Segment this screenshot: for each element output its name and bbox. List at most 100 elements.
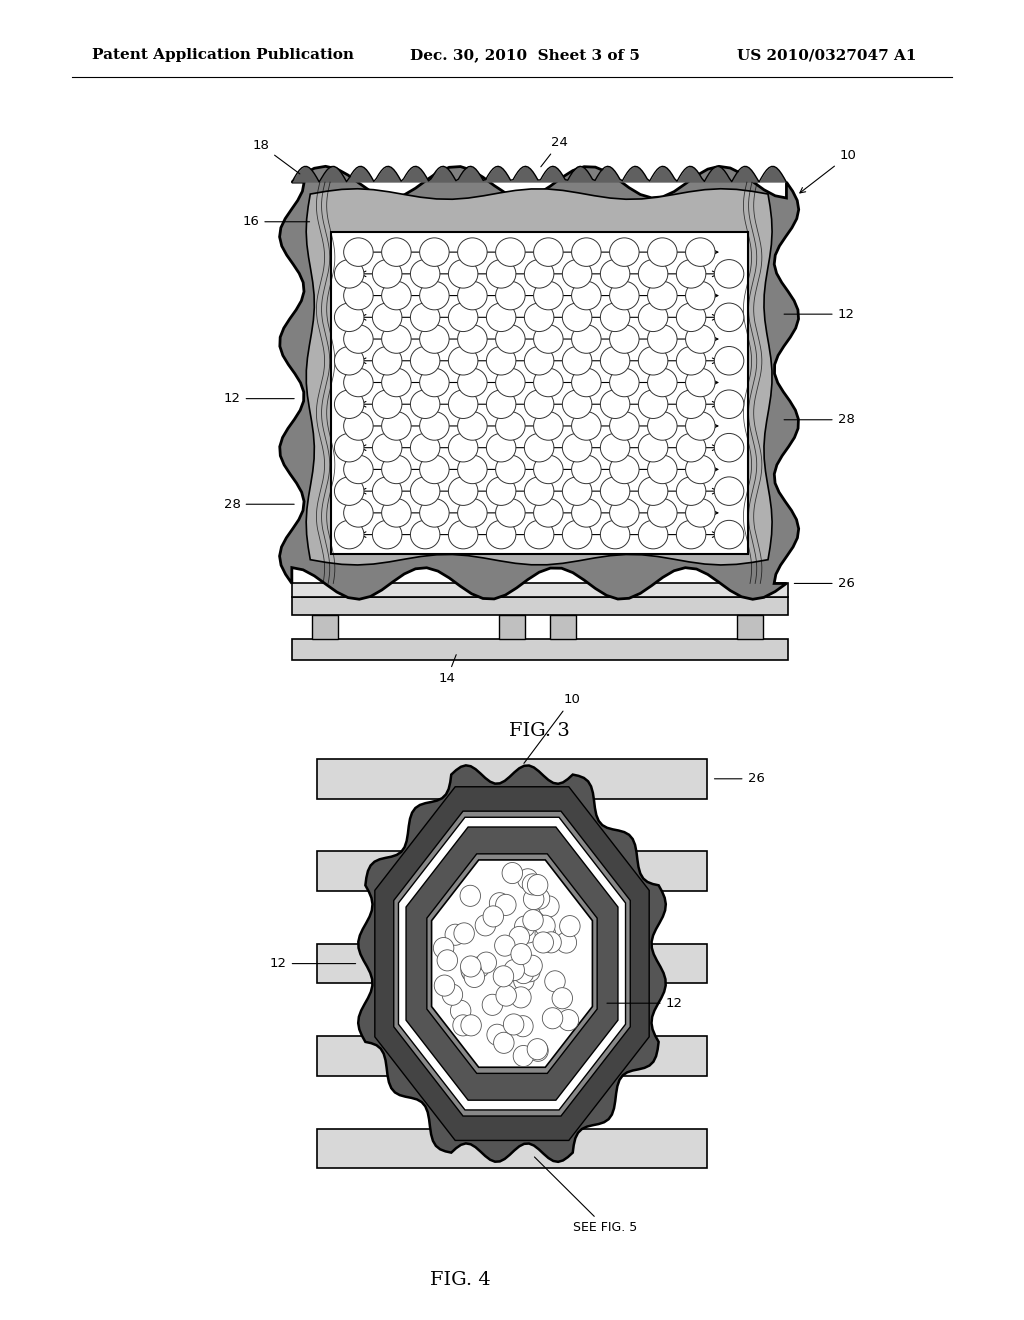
Ellipse shape	[571, 325, 601, 354]
Ellipse shape	[511, 987, 531, 1008]
Ellipse shape	[433, 937, 454, 958]
Ellipse shape	[420, 412, 450, 440]
Ellipse shape	[509, 927, 529, 948]
Ellipse shape	[373, 347, 401, 375]
Ellipse shape	[411, 389, 440, 418]
Ellipse shape	[514, 970, 535, 991]
Text: 18: 18	[253, 139, 300, 174]
Ellipse shape	[496, 985, 516, 1006]
Ellipse shape	[562, 389, 592, 418]
Ellipse shape	[344, 368, 373, 397]
Bar	[317, 851, 707, 891]
Ellipse shape	[475, 915, 496, 936]
Ellipse shape	[382, 325, 412, 354]
Ellipse shape	[496, 325, 525, 354]
Ellipse shape	[486, 1024, 507, 1045]
Ellipse shape	[562, 520, 592, 549]
Ellipse shape	[335, 304, 364, 331]
Ellipse shape	[517, 869, 538, 890]
Ellipse shape	[677, 433, 706, 462]
Text: Patent Application Publication: Patent Application Publication	[92, 49, 354, 62]
Ellipse shape	[545, 970, 565, 991]
Ellipse shape	[534, 412, 563, 440]
Ellipse shape	[524, 520, 554, 549]
Ellipse shape	[715, 433, 743, 462]
Ellipse shape	[715, 520, 743, 549]
Ellipse shape	[504, 960, 524, 981]
Ellipse shape	[523, 888, 544, 909]
Ellipse shape	[600, 260, 630, 288]
Ellipse shape	[486, 347, 516, 375]
Ellipse shape	[449, 260, 478, 288]
Ellipse shape	[382, 455, 412, 483]
Ellipse shape	[373, 260, 401, 288]
Ellipse shape	[496, 895, 516, 916]
Ellipse shape	[609, 238, 639, 267]
Ellipse shape	[483, 906, 504, 927]
Bar	[317, 1036, 707, 1076]
Ellipse shape	[715, 347, 743, 375]
Ellipse shape	[373, 433, 401, 462]
Ellipse shape	[560, 916, 581, 937]
Text: SEE FIG. 5: SEE FIG. 5	[535, 1156, 638, 1234]
Ellipse shape	[373, 520, 401, 549]
Ellipse shape	[449, 347, 478, 375]
Ellipse shape	[571, 455, 601, 483]
Bar	[292, 639, 788, 660]
Ellipse shape	[411, 520, 440, 549]
Ellipse shape	[638, 520, 668, 549]
Ellipse shape	[647, 455, 677, 483]
Text: FIG. 3: FIG. 3	[509, 722, 569, 741]
Ellipse shape	[458, 325, 487, 354]
Ellipse shape	[677, 347, 706, 375]
Ellipse shape	[461, 960, 481, 981]
Ellipse shape	[562, 304, 592, 331]
Ellipse shape	[344, 455, 373, 483]
Ellipse shape	[535, 923, 555, 944]
Ellipse shape	[449, 520, 478, 549]
Ellipse shape	[476, 952, 497, 973]
Ellipse shape	[600, 304, 630, 331]
Ellipse shape	[382, 238, 412, 267]
Ellipse shape	[556, 932, 577, 953]
Ellipse shape	[647, 238, 677, 267]
Bar	[551, 615, 575, 639]
Bar	[317, 944, 707, 983]
Ellipse shape	[638, 304, 668, 331]
Ellipse shape	[486, 477, 516, 506]
Ellipse shape	[513, 1015, 534, 1036]
Ellipse shape	[496, 281, 525, 310]
Ellipse shape	[677, 260, 706, 288]
Ellipse shape	[562, 477, 592, 506]
Ellipse shape	[647, 368, 677, 397]
Polygon shape	[398, 817, 626, 1110]
Ellipse shape	[571, 238, 601, 267]
Text: 28: 28	[224, 498, 294, 511]
Ellipse shape	[461, 956, 481, 977]
Ellipse shape	[344, 412, 373, 440]
Ellipse shape	[677, 477, 706, 506]
Ellipse shape	[534, 325, 563, 354]
Polygon shape	[375, 787, 649, 1140]
Polygon shape	[431, 859, 593, 1068]
Ellipse shape	[562, 260, 592, 288]
Ellipse shape	[411, 433, 440, 462]
Ellipse shape	[335, 347, 364, 375]
Ellipse shape	[373, 477, 401, 506]
Bar	[737, 615, 763, 639]
Ellipse shape	[638, 389, 668, 418]
Ellipse shape	[686, 325, 715, 354]
Ellipse shape	[454, 923, 474, 944]
Ellipse shape	[449, 477, 478, 506]
Ellipse shape	[638, 347, 668, 375]
Ellipse shape	[534, 238, 563, 267]
Ellipse shape	[382, 281, 412, 310]
Ellipse shape	[562, 347, 592, 375]
Ellipse shape	[686, 238, 715, 267]
Ellipse shape	[524, 260, 554, 288]
Ellipse shape	[527, 1040, 548, 1061]
Ellipse shape	[411, 304, 440, 331]
Ellipse shape	[511, 944, 531, 965]
Ellipse shape	[715, 304, 743, 331]
Ellipse shape	[420, 455, 450, 483]
